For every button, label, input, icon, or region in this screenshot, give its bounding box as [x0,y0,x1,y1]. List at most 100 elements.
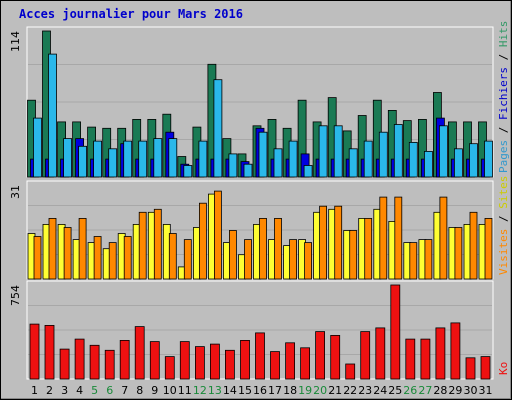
x-tick-label: 12 [193,384,207,397]
panel-1-legend: Pages / Fichiers / Hits [497,21,510,173]
bar-visites-day-undefined [138,211,147,280]
x-tick-label: 9 [151,384,158,397]
bar-ko-day-undefined [209,343,220,380]
bar-ko-day-undefined [104,349,115,380]
bar-visites-day-undefined [168,233,177,280]
bar-pages-day-22 [348,148,358,178]
x-tick-label: 28 [433,384,447,397]
bar-visites-day-undefined [93,236,102,280]
bar-visites-day-undefined [153,208,162,280]
bar-visites-day-undefined [48,217,57,280]
x-tick-label: 19 [298,384,312,397]
bar-ko-day-undefined [164,356,175,380]
x-tick-label: 1 [31,384,38,397]
bar-pages-day-30 [469,143,478,178]
bar-pages-day-19 [303,165,313,178]
bar-visites-day-undefined [439,196,448,280]
panel-2-legend: Visites / Sites [497,176,510,275]
bar-ko-day-undefined [300,347,311,380]
bar-ko-day-undefined [240,339,250,380]
bar-ko-day-undefined [465,357,476,380]
bar-pages-day-21 [333,125,343,178]
bar-pages-day-1 [33,117,42,178]
bar-visites-day-undefined [228,230,237,280]
bar-ko-day-undefined [390,284,401,380]
bar-ko-day-undefined [44,324,55,380]
bar-pages-day-6 [108,148,118,178]
bar-ko-day-undefined [285,342,296,380]
x-tick-label: 24 [373,384,387,397]
y-max-label: 31 [9,185,22,199]
bar-pages-day-7 [123,140,133,178]
bar-visites-day-undefined [289,239,298,280]
bar-pages-day-29 [453,148,463,178]
bar-ko-day-undefined [360,331,371,380]
bar-ko-day-undefined [59,348,70,380]
legend-hits: Hits [497,21,510,48]
bar-pages-day-28 [438,125,448,178]
bar-visites-day-undefined [198,202,207,280]
x-tick-label: 11 [178,384,192,397]
bar-pages-day-26 [408,141,418,178]
x-tick-label: 27 [418,384,432,397]
bar-pages-day-18 [288,140,298,178]
bar-visites-day-undefined [78,217,87,280]
bar-pages-day-10 [168,138,178,178]
x-tick-label: 3 [61,384,68,397]
bar-ko-day-undefined [450,322,461,380]
bar-pages-day-20 [318,125,328,178]
bar-pages-day-27 [423,150,433,178]
bar-visites-day-undefined [213,190,222,280]
bar-visites-day-undefined [409,242,418,280]
x-tick-label: 8 [136,384,143,397]
legend-visites: Visites [497,229,510,275]
bar-ko-day-undefined [149,341,160,380]
x-tick-label: 2 [46,384,53,397]
bar-ko-day-undefined [330,334,341,380]
chart-title: Acces journalier pour Mars 2016 [19,7,243,21]
bar-pages-day-14 [228,153,238,178]
bar-visites-day-undefined [484,217,493,280]
x-tick-label: 26 [403,384,417,397]
x-tick-label: 20 [313,384,327,397]
bar-pages-day-31 [484,140,493,178]
bar-pages-day-9 [153,138,163,178]
bar-pages-day-4 [78,145,87,178]
x-tick-label: 21 [328,384,342,397]
bar-ko-day-undefined [179,341,190,380]
bar-visites-day-undefined [379,196,388,280]
bar-ko-day-undefined [405,338,416,380]
bar-pages-day-3 [63,138,72,178]
legend-ko: Ko [497,362,510,375]
legend-fichiers: Fichiers [497,67,510,120]
panel-3-legend: Ko [497,362,510,375]
bar-visites-day-undefined [259,217,267,280]
bar-visites-day-undefined [183,239,192,280]
x-tick-label: 10 [163,384,177,397]
bar-ko-day-undefined [194,346,205,380]
x-tick-label: 29 [448,384,462,397]
bar-visites-day-undefined [63,227,72,280]
bar-ko-day-undefined [255,332,265,380]
bar-ko-day-undefined [375,327,386,380]
bar-pages-day-15 [243,163,253,178]
bar-pages-day-12 [198,140,208,178]
x-tick-label: 22 [343,384,357,397]
bar-pages-day-25 [393,124,403,178]
x-tick-label: 30 [464,384,478,397]
y-max-label: 114 [9,31,22,52]
x-tick-label: 17 [268,384,282,397]
bar-pages-day-24 [378,131,388,178]
bar-ko-day-undefined [480,356,491,380]
bar-visites-day-undefined [108,242,117,280]
bar-ko-day-undefined [435,327,446,380]
bar-pages-day-2 [48,53,57,178]
bar-ko-day-undefined [224,349,235,380]
bar-ko-day-undefined [315,331,326,380]
bar-pages-day-5 [93,140,102,178]
bar-visites-day-undefined [334,205,343,280]
x-tick-label: 14 [223,384,237,397]
x-tick-label: 25 [388,384,402,397]
